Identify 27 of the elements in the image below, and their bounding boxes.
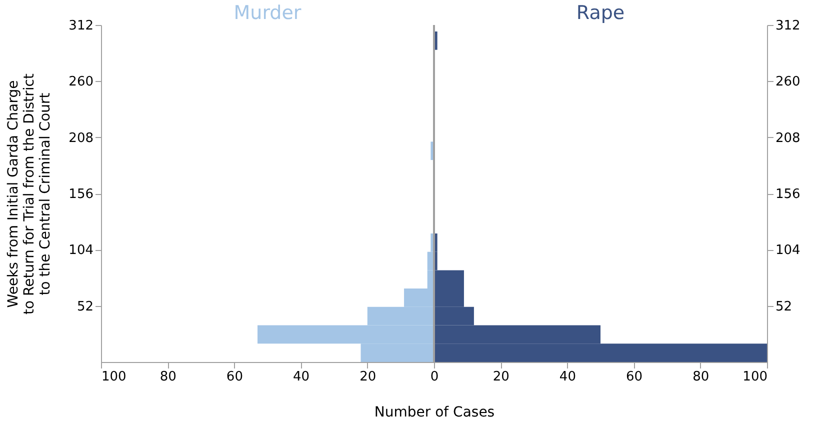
y2-tick-label: 104 (776, 243, 800, 258)
x-axis-title: Number of Cases (374, 404, 495, 420)
y-tick-label: 156 (68, 187, 94, 202)
y-tick-label: 260 (68, 74, 94, 90)
x-tick-label: 60 (226, 370, 243, 384)
text: Rape (576, 2, 625, 24)
y-tick-label: 208 (68, 130, 94, 146)
x-tick-label: 100 (102, 370, 126, 384)
y2-tick-label: 52 (776, 299, 792, 314)
x-tick-label: 60 (626, 370, 643, 384)
y2-tick-label: 208 (776, 130, 800, 146)
x-tick-label: 80 (692, 370, 710, 384)
y2-tick-label: 260 (776, 74, 800, 90)
x-tick-label: 40 (559, 370, 576, 384)
x-tick-label: 20 (492, 370, 510, 384)
x-tick-label: 20 (360, 370, 376, 384)
x-tick-label: 40 (293, 370, 310, 384)
x-tick-label: 100 (742, 370, 768, 384)
x-tick-label: 0 (430, 370, 439, 384)
y2-tick-label: 312 (776, 18, 800, 34)
y-tick-label: 312 (68, 18, 94, 34)
text: Murder (234, 2, 302, 24)
y2-tick-label: 156 (776, 187, 800, 202)
x-tick-label: 80 (160, 370, 176, 384)
y-axis-title: Weeks from Initial Garda Charge to Return for Trial from the District to the Central Criminal Court (6, 73, 54, 314)
y-tick-label: 52 (76, 299, 94, 314)
y-tick-label: 104 (68, 243, 94, 258)
